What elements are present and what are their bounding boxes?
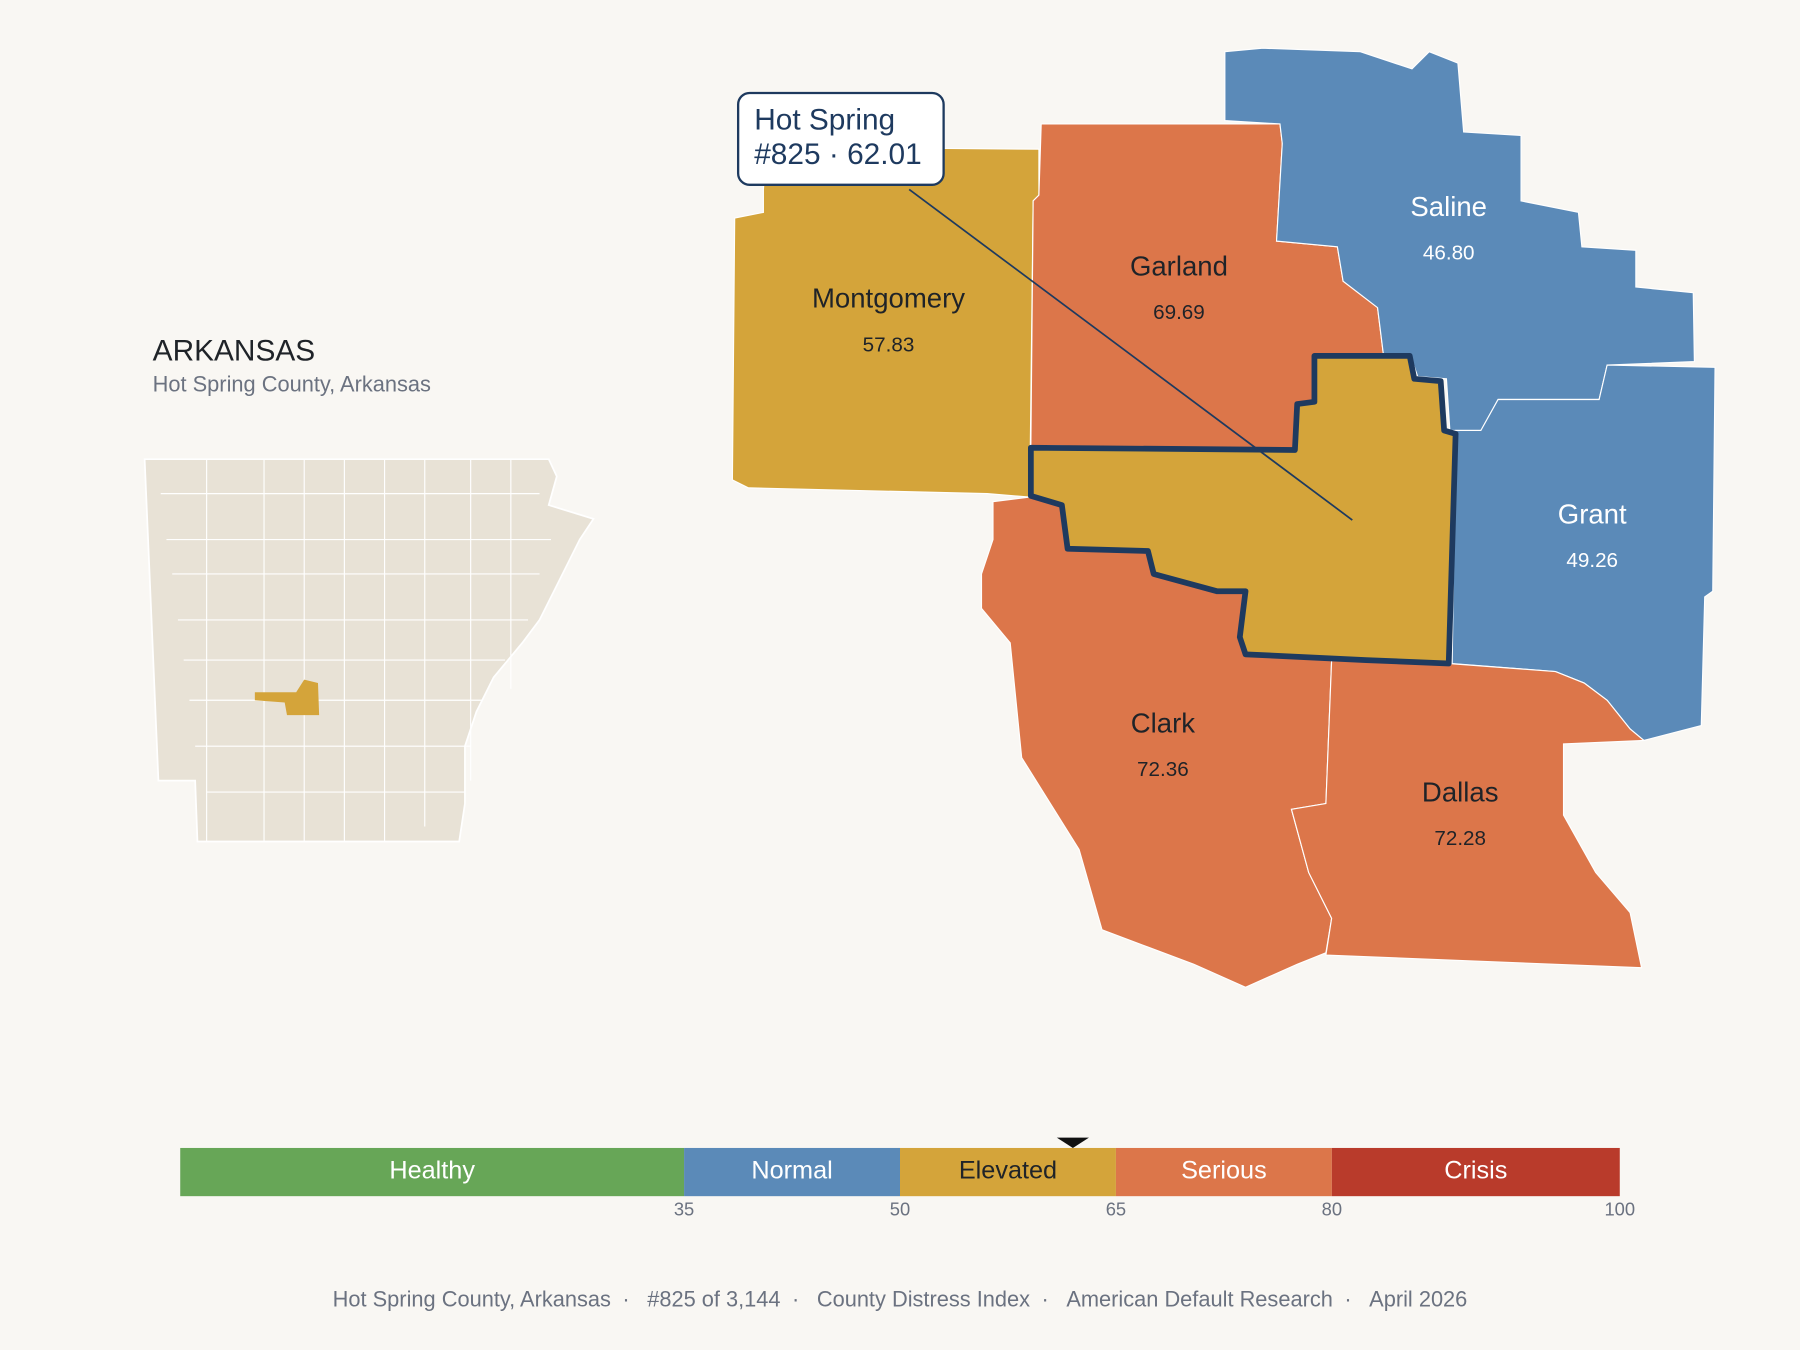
callout-detail: #825 · 62.01 <box>754 138 922 171</box>
scale-band <box>1115 1147 1332 1197</box>
county-shape <box>731 146 1040 498</box>
callout-rank: #825 <box>754 138 820 171</box>
scale-band <box>180 1147 685 1197</box>
title: ARKANSAS <box>153 334 315 367</box>
band-label: Crisis <box>1444 1157 1507 1185</box>
callout-leader <box>908 188 1353 521</box>
county-name: Garland <box>1130 251 1228 282</box>
footer-separator: · <box>1344 1286 1351 1311</box>
band-label: Serious <box>1181 1157 1267 1185</box>
subtitle: Hot Spring County, Arkansas <box>153 371 431 396</box>
county-value: 72.28 <box>1434 827 1486 850</box>
footer-separator: · <box>1042 1286 1049 1311</box>
footer-item: April 2026 <box>1369 1286 1467 1311</box>
county-value: 46.80 <box>1423 241 1475 264</box>
county-name: Saline <box>1410 191 1487 222</box>
footer: Hot Spring County, Arkansas · #825 of 3,1… <box>333 1286 1468 1311</box>
scale-tick-label: 50 <box>890 1199 910 1220</box>
footer-item: #825 of 3,144 <box>647 1286 780 1311</box>
scale-band <box>1331 1147 1620 1197</box>
inset-county-lines <box>160 459 552 842</box>
inset-highlight <box>254 679 320 716</box>
footer-separator: · <box>622 1286 629 1311</box>
band-label: Healthy <box>389 1157 475 1185</box>
county-name: Dallas <box>1422 776 1499 807</box>
county-value: 69.69 <box>1153 301 1205 324</box>
score-marker <box>1056 1137 1089 1148</box>
legend: Healthy Normal Elevated Serious Crisis 35 50 65… <box>180 1137 1635 1220</box>
callout-box <box>736 91 945 186</box>
scale-band <box>900 1147 1116 1197</box>
band-label: Normal <box>751 1157 832 1185</box>
scale-tick-label: 65 <box>1106 1199 1126 1220</box>
scale-tick-label: 80 <box>1322 1199 1342 1220</box>
scale-band <box>684 1147 900 1197</box>
callout-score: 62.01 <box>847 138 922 171</box>
inset-map <box>143 458 595 843</box>
county-map: Montgomery 57.83 Garland 69.69 Saline 46.80 Gr… <box>731 47 1716 988</box>
county-value: 57.83 <box>863 333 915 356</box>
scale-tick-label: 100 <box>1604 1199 1635 1220</box>
footer-item: Hot Spring County, Arkansas <box>333 1286 611 1311</box>
callout: Hot Spring #825 · 62.01 <box>736 91 1353 521</box>
county-name: Grant <box>1558 498 1627 529</box>
footer-item: American Default Research <box>1066 1286 1333 1311</box>
county-value: 49.26 <box>1566 549 1618 572</box>
county-value: 72.36 <box>1137 758 1189 781</box>
state-shape <box>143 458 595 843</box>
footer-item: County Distress Index <box>817 1286 1030 1311</box>
callout-name: Hot Spring <box>754 104 895 137</box>
county-name: Clark <box>1131 707 1196 738</box>
county-name: Montgomery <box>812 283 965 314</box>
highlight-county <box>1027 352 1459 667</box>
callout-separator: · <box>829 138 839 171</box>
footer-separator: · <box>792 1286 799 1311</box>
county-shape <box>1290 659 1646 969</box>
band-label: Elevated <box>959 1157 1057 1185</box>
scale-tick-label: 35 <box>674 1199 694 1220</box>
